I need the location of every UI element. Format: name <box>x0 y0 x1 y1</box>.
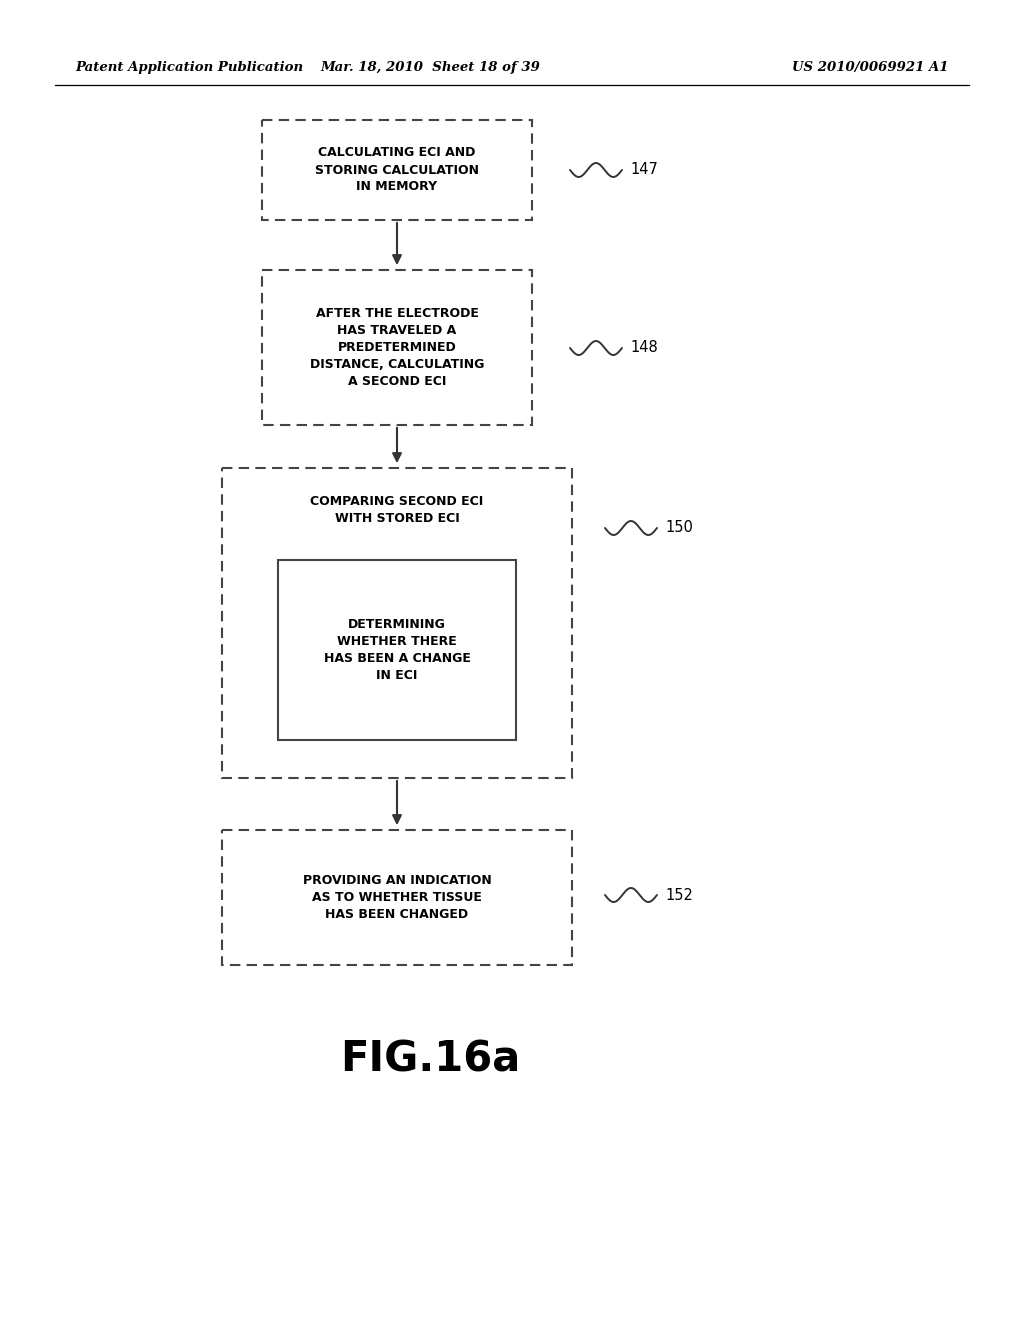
Text: FIG.16a: FIG.16a <box>340 1039 520 1081</box>
Bar <box>262 271 532 425</box>
Text: COMPARING SECOND ECI
WITH STORED ECI: COMPARING SECOND ECI WITH STORED ECI <box>310 495 483 525</box>
Text: Mar. 18, 2010  Sheet 18 of 39: Mar. 18, 2010 Sheet 18 of 39 <box>321 62 540 74</box>
Text: 148: 148 <box>630 341 657 355</box>
Bar <box>262 120 532 220</box>
Text: 152: 152 <box>665 887 693 903</box>
Text: DETERMINING
WHETHER THERE
HAS BEEN A CHANGE
IN ECI: DETERMINING WHETHER THERE HAS BEEN A CHA… <box>324 618 470 682</box>
Text: CALCULATING ECI AND
STORING CALCULATION
IN MEMORY: CALCULATING ECI AND STORING CALCULATION … <box>315 147 479 194</box>
Bar <box>278 560 516 741</box>
Bar <box>222 830 572 965</box>
Text: Patent Application Publication: Patent Application Publication <box>75 62 303 74</box>
Text: PROVIDING AN INDICATION
AS TO WHETHER TISSUE
HAS BEEN CHANGED: PROVIDING AN INDICATION AS TO WHETHER TI… <box>303 874 492 921</box>
Bar <box>222 469 572 777</box>
Text: AFTER THE ELECTRODE
HAS TRAVELED A
PREDETERMINED
DISTANCE, CALCULATING
A SECOND : AFTER THE ELECTRODE HAS TRAVELED A PREDE… <box>310 308 484 388</box>
Text: 150: 150 <box>665 520 693 536</box>
Text: 147: 147 <box>630 162 657 177</box>
Text: US 2010/0069921 A1: US 2010/0069921 A1 <box>793 62 949 74</box>
